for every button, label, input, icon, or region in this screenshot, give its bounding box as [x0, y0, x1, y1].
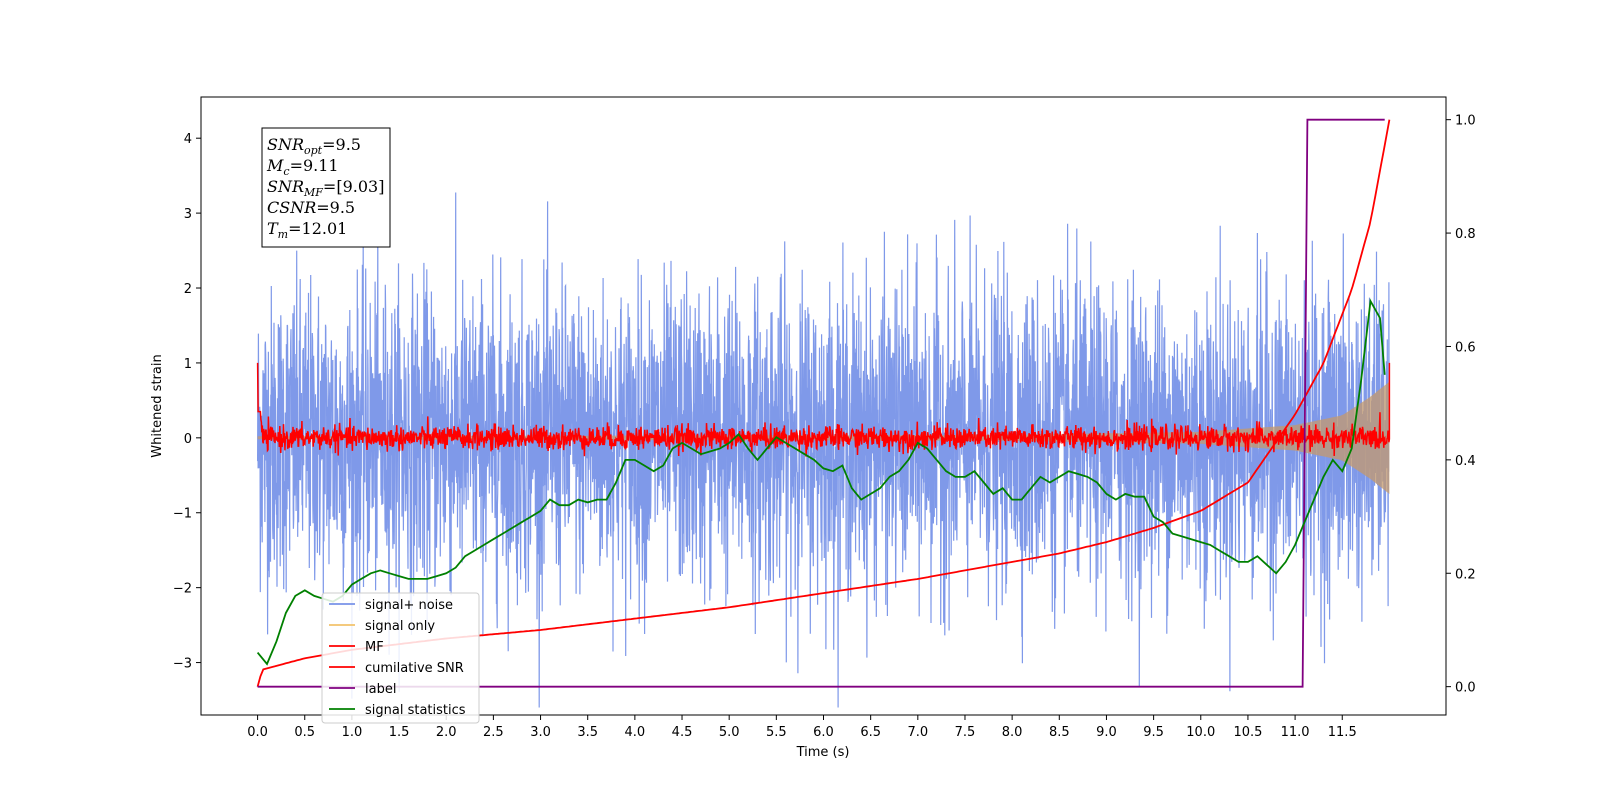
x-tick-label: 4.0 — [625, 725, 646, 740]
stats-line: Mc=9.11 — [266, 156, 339, 178]
stats-symbol: M — [266, 156, 284, 175]
x-tick-label: 2.5 — [483, 725, 504, 740]
series-signal-statistics — [256, 298, 1386, 666]
x-tick-label: 11.0 — [1281, 725, 1310, 740]
stats-subscript: opt — [304, 144, 323, 157]
stats-value: =12.01 — [288, 219, 347, 238]
y-axis-label: Whitened strain — [150, 354, 165, 457]
x-tick-label: 8.5 — [1049, 725, 1070, 740]
x-tick-label: 1.5 — [389, 725, 410, 740]
x-tick-label: 6.0 — [813, 725, 834, 740]
x-tick-label: 9.0 — [1096, 725, 1117, 740]
stats-value: =9.5 — [322, 135, 361, 154]
legend-entry-label: signal+ noise — [365, 598, 453, 613]
y-tick-label: 2 — [184, 282, 192, 297]
x-tick-label: 8.0 — [1002, 725, 1023, 740]
stats-value: =[9.03] — [323, 177, 385, 196]
y-tick-label: 0 — [184, 432, 192, 447]
y-tick-label: 3 — [184, 207, 192, 222]
y-tick-label: −2 — [173, 582, 192, 597]
x-tick-label: 4.5 — [672, 725, 693, 740]
stats-symbol: SNR — [267, 135, 304, 154]
legend-entry-label: signal only — [365, 619, 435, 634]
y-tick-label: −3 — [173, 657, 192, 672]
y-axis-right: 1.0 0.8 0.6 0.4 0.2 0.0 — [1446, 114, 1476, 696]
y-tick-label: 1 — [184, 357, 192, 372]
stats-subscript: m — [278, 228, 288, 241]
stats-line: Tm=12.01 — [267, 219, 347, 241]
x-tick-label: 10.5 — [1233, 725, 1262, 740]
stats-annotation-box: SNRopt=9.5Mc=9.11SNRMF=[9.03]CSNR=9.5Tm=… — [261, 127, 391, 248]
x-tick-label: 9.5 — [1143, 725, 1164, 740]
legend: signal+ noise signal only MF cumilative SNR… — [321, 592, 480, 724]
legend-frame — [321, 592, 480, 724]
y2-tick-label: 0.8 — [1455, 227, 1476, 242]
stats-subscript: c — [283, 165, 289, 178]
x-axis-label: Time (s) — [796, 745, 850, 760]
legend-entry-label: cumilative SNR — [365, 661, 464, 676]
x-tick-label: 1.0 — [342, 725, 363, 740]
legend-entry-label: MF — [365, 640, 384, 655]
stats-symbol: T — [267, 219, 279, 238]
stats-value: =9.5 — [316, 198, 355, 217]
y2-tick-label: 0.6 — [1455, 340, 1476, 355]
x-tick-label: 0.0 — [247, 725, 268, 740]
y2-tick-label: 0.2 — [1455, 567, 1476, 582]
stats-value: =9.11 — [290, 156, 339, 175]
y-axis-left: 4 3 2 1 0 −1 −2 −3 — [173, 132, 201, 672]
y-tick-label: −1 — [173, 507, 192, 522]
x-tick-label: 7.5 — [955, 725, 976, 740]
x-axis: 0.0 0.5 1.0 1.5 2.0 2.5 3.0 3.5 4.0 4.5 5.0 5.5 6.0 6… — [247, 715, 1357, 740]
x-tick-label: 10.0 — [1186, 725, 1215, 740]
stats-box-border — [261, 127, 391, 248]
x-tick-label: 3.5 — [577, 725, 598, 740]
y2-tick-label: 0.4 — [1455, 454, 1476, 469]
x-tick-label: 5.5 — [766, 725, 787, 740]
stats-line: SNRMF=[9.03] — [267, 177, 384, 199]
x-tick-label: 7.0 — [907, 725, 928, 740]
x-tick-label: 2.0 — [436, 725, 457, 740]
series-mf — [256, 362, 1391, 457]
x-tick-label: 11.5 — [1328, 725, 1357, 740]
x-tick-label: 0.5 — [294, 725, 315, 740]
stats-symbol: CSNR — [267, 198, 316, 217]
stats-line: CSNR=9.5 — [267, 198, 355, 217]
x-tick-label: 5.0 — [719, 725, 740, 740]
stats-line: SNRopt=9.5 — [267, 135, 361, 157]
series-label — [257, 118, 1385, 688]
x-tick-label: 6.5 — [860, 725, 881, 740]
legend-entry-label: label — [365, 682, 396, 697]
stats-subscript: MF — [303, 186, 323, 199]
y2-tick-label: 1.0 — [1455, 114, 1476, 129]
x-tick-label: 3.0 — [530, 725, 551, 740]
y-tick-label: 4 — [184, 132, 192, 147]
legend-entry-label: signal statistics — [365, 703, 466, 718]
y2-tick-label: 0.0 — [1455, 681, 1476, 696]
stats-symbol: SNR — [267, 177, 304, 196]
